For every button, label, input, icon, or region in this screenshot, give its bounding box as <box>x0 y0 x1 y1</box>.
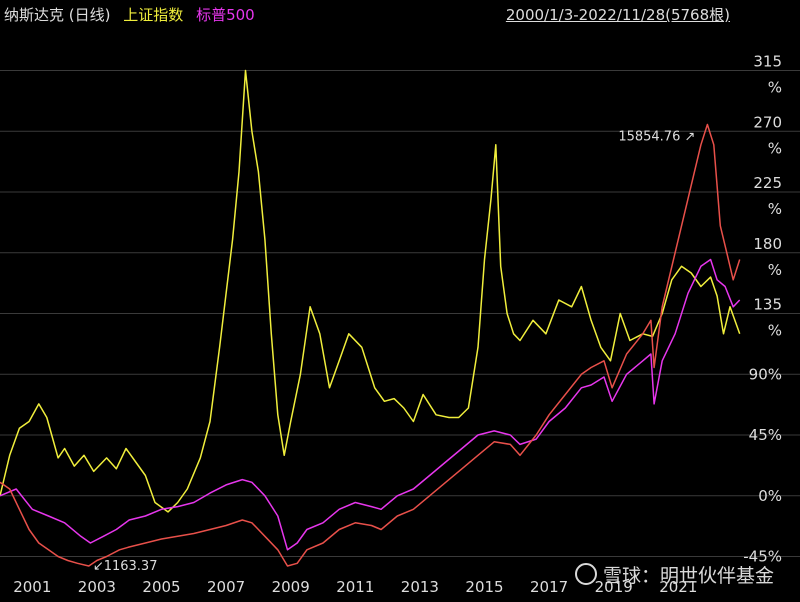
x-tick-label: 2017 <box>530 578 568 596</box>
series-line-nasdaq <box>0 123 741 567</box>
y-tick-unit: % <box>768 322 782 340</box>
y-tick-label: 45% <box>749 426 782 444</box>
y-tick-unit: % <box>768 79 782 97</box>
legend-nasdaq: 纳斯达克 (日线) <box>4 6 111 24</box>
series-line-sp500 <box>0 258 741 551</box>
grid-lines <box>0 70 800 557</box>
x-tick-label: 2021 <box>659 578 697 596</box>
x-tick-label: 2013 <box>401 578 439 596</box>
date-range[interactable]: 2000/1/3-2022/11/28(5768根) <box>505 6 730 24</box>
x-tick-label: 2019 <box>595 578 633 596</box>
series-lines <box>0 69 741 567</box>
y-tick-label: 270 <box>753 113 782 131</box>
legend-sp500: 标普500 <box>196 6 255 24</box>
x-tick-label: 2003 <box>78 578 116 596</box>
x-axis-ticks: 2001 2003 2005 2007 2009 2011 2013 2015 2017 2019… <box>13 578 697 596</box>
x-tick-label: 2011 <box>336 578 374 596</box>
x-tick-label: 2009 <box>272 578 310 596</box>
annotation-low: ↙1163.37 <box>93 559 158 574</box>
x-tick-label: 2007 <box>207 578 245 596</box>
y-tick-label: 315 <box>753 53 782 71</box>
x-tick-label: 2001 <box>13 578 51 596</box>
y-tick-label: 0% <box>758 487 782 505</box>
snowball-logo-icon <box>574 563 597 585</box>
watermark: 雪球：明世伙伴基金 <box>574 561 774 588</box>
x-tick-label: 2005 <box>142 578 180 596</box>
y-axis-ticks: 315% 270% 225% 180% 135% 90% 45% 0% -45% <box>743 53 782 566</box>
y-tick-label: 135 <box>753 296 782 314</box>
series-line-shanghai <box>0 69 741 513</box>
legend: 纳斯达克 (日线) 上证指数 标普500 <box>4 4 263 25</box>
x-tick-label: 2015 <box>465 578 503 596</box>
y-tick-label: 225 <box>753 174 782 192</box>
y-tick-unit: % <box>768 200 782 218</box>
y-tick-label: 180 <box>753 235 782 253</box>
y-tick-unit: % <box>768 139 782 157</box>
y-tick-unit: % <box>768 261 782 279</box>
y-tick-label: -45% <box>743 548 782 566</box>
watermark-text: 雪球：明世伙伴基金 <box>602 565 774 587</box>
legend-shanghai: 上证指数 <box>123 6 184 24</box>
y-tick-label: 90% <box>749 365 782 383</box>
annotation-high: 15854.76 ↗ <box>618 130 695 145</box>
annotations: 15854.76 ↗ ↙1163.37 <box>93 130 696 574</box>
